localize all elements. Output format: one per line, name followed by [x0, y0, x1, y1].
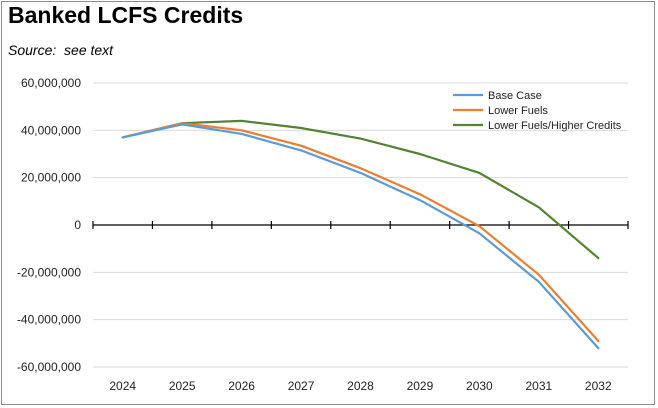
chart-title: Banked LCFS Credits	[8, 2, 244, 28]
series-line-base-case	[121, 123, 600, 350]
y-tick-label: 40,000,000	[21, 123, 81, 137]
x-tick-label: 2030	[466, 379, 493, 393]
series-line-lower-fuels	[121, 122, 600, 343]
x-tick-label: 2024	[109, 379, 136, 393]
x-tick-label: 2026	[228, 379, 255, 393]
x-tick-label: 2028	[347, 379, 374, 393]
y-tick-label: -60,000,000	[17, 360, 81, 374]
y-axis-labels: 60,000,000 40,000,000 20,000,000 0 -20,000,0…	[17, 76, 81, 374]
chart-subtitle: Source: see text	[8, 42, 114, 58]
x-tick-label: 2032	[585, 379, 612, 393]
series-lines	[121, 119, 600, 350]
legend: Base Case Lower Fuels Lower Fuels/Higher C…	[453, 90, 622, 132]
y-tick-label: 60,000,000	[21, 76, 81, 90]
gridlines	[93, 82, 628, 368]
x-tick-label: 2029	[407, 379, 434, 393]
x-axis	[92, 221, 629, 229]
legend-label: Lower Fuels	[488, 105, 548, 117]
series-line-lower-fuels-higher-credits	[121, 119, 600, 260]
y-tick-label: -40,000,000	[17, 313, 81, 327]
y-tick-label: -20,000,000	[17, 265, 81, 279]
x-tick-label: 2031	[525, 379, 552, 393]
x-tick-label: 2025	[169, 379, 196, 393]
legend-label: Base Case	[488, 90, 542, 102]
y-tick-label: 0	[74, 218, 81, 232]
y-tick-label: 20,000,000	[21, 171, 81, 185]
x-axis-labels: 2024 2025 2026 2027 2028 2029 2030 2031 2032	[109, 379, 612, 393]
x-tick-label: 2027	[288, 379, 315, 393]
legend-label: Lower Fuels/Higher Credits	[488, 120, 622, 132]
